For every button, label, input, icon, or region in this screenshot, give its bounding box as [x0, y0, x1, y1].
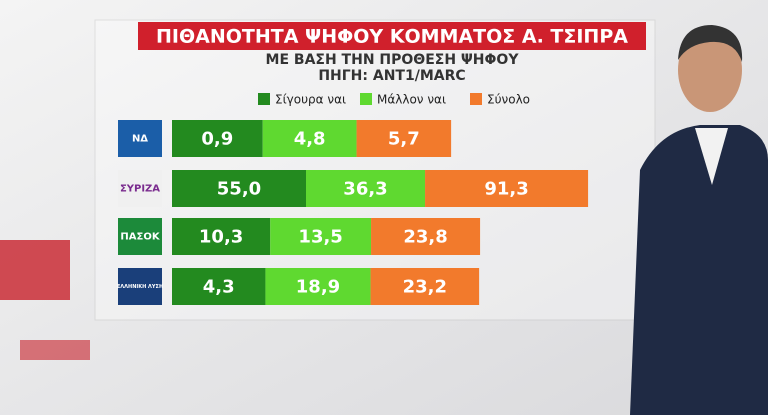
legend-label: Μάλλον ναι: [377, 93, 446, 107]
category-label: ΝΔ: [132, 134, 148, 145]
source: ΠΗΓΗ: ANT1/MARC: [318, 68, 465, 84]
bar-segment: [370, 268, 480, 305]
bar-segment: [425, 170, 589, 207]
category-label: ΠΑΣΟΚ: [120, 232, 160, 243]
decor: [0, 240, 70, 300]
party-logo: [118, 120, 162, 157]
party-logo: [118, 268, 162, 305]
category-label: ΕΛΛΗΝΙΚΗ ΛΥΣΗ: [117, 284, 163, 290]
value-label: 18,9: [296, 277, 340, 298]
bar-segment: [371, 218, 481, 255]
person: [630, 25, 768, 415]
party-logo: [118, 170, 162, 207]
party-logo: [118, 218, 162, 255]
bar-segment: [262, 120, 357, 157]
bar-segment: [306, 170, 426, 207]
bar-segment: [265, 268, 371, 305]
bar-segment: [172, 170, 306, 207]
value-label: 4,3: [203, 277, 235, 298]
subtitle: ΜΕ ΒΑΣΗ ΤΗΝ ΠΡΟΘΕΣΗ ΨΗΦΟΥ: [266, 52, 520, 68]
legend-swatch: [470, 93, 482, 105]
category-label: ΣΥΡΙΖΑ: [120, 184, 160, 195]
legend-swatch: [360, 93, 372, 105]
decor: [20, 340, 90, 360]
value-label: 10,3: [199, 227, 243, 248]
value-label: 36,3: [343, 179, 387, 200]
legend-swatch: [258, 93, 270, 105]
value-label: 55,0: [217, 179, 261, 200]
value-label: 4,8: [294, 129, 326, 150]
value-label: 23,8: [403, 227, 447, 248]
value-label: 91,3: [484, 179, 528, 200]
value-label: 0,9: [201, 129, 233, 150]
bar-segment: [172, 120, 263, 157]
value-label: 5,7: [388, 129, 420, 150]
chart-title: ΠΙΘΑΝΟΤΗΤΑ ΨΗΦΟΥ ΚΟΜΜΑΤΟΣ Α. ΤΣΙΠΡΑ: [156, 26, 628, 48]
bar-segment: [172, 218, 271, 255]
title-box: [138, 22, 646, 50]
bar-segment: [172, 268, 266, 305]
legend-label: Σύνολο: [487, 93, 530, 107]
bar-segment: [356, 120, 452, 157]
value-label: 23,2: [403, 277, 447, 298]
bar-segment: [270, 218, 372, 255]
legend-label: Σίγουρα ναι: [275, 93, 346, 107]
value-label: 13,5: [298, 227, 342, 248]
